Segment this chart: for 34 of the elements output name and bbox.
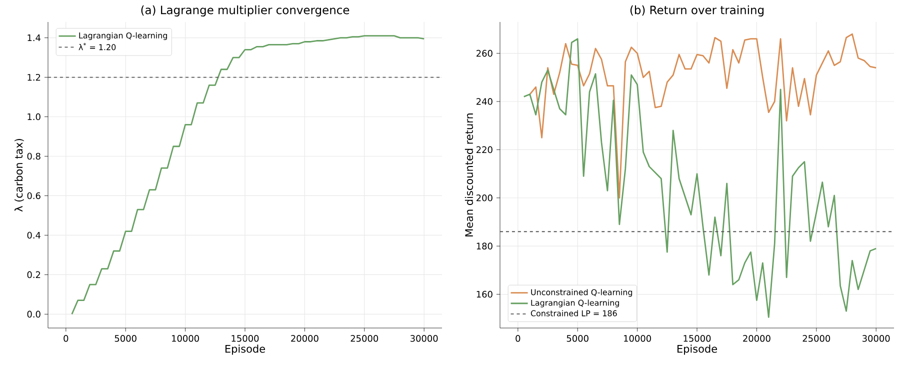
x-tick-label: 0: [516, 335, 520, 342]
x-tick-label: 30000: [410, 335, 438, 342]
y-tick-label: 180: [476, 242, 492, 250]
y-tick-label: 220: [476, 146, 492, 154]
y-tick-label: 200: [476, 194, 492, 202]
x-tick-label: 20000: [743, 335, 770, 342]
y-tick-label: 240: [476, 98, 492, 105]
x-tick-label: 10000: [624, 335, 651, 342]
x-tick-label: 10000: [172, 335, 199, 342]
x-tick-label: 0: [64, 335, 68, 342]
x-tick-label: 25000: [802, 335, 830, 342]
y-axis-title: Mean discounted return: [464, 114, 474, 236]
y-tick-label: 0.2: [27, 271, 40, 278]
y-tick-label: 160: [476, 290, 492, 298]
y-tick-label: 0.0: [27, 310, 40, 318]
x-tick-label: 30000: [862, 335, 890, 342]
y-tick-label: 1.0: [28, 113, 40, 120]
x-tick-label: 5000: [566, 335, 588, 342]
y-tick-label: 260: [476, 50, 492, 57]
x-axis-title: Episode: [225, 344, 265, 355]
chart-title: (b) Return over training: [630, 5, 764, 16]
x-tick-label: 15000: [684, 335, 711, 342]
x-tick-label: 20000: [291, 335, 318, 342]
y-axis-title: λ (carbon tax): [14, 138, 24, 212]
x-tick-label: 5000: [114, 335, 136, 342]
x-tick-label: 15000: [232, 335, 259, 342]
y-tick-label: 0.8: [27, 152, 40, 160]
chart-title: (a) Lagrange multiplier convergence: [141, 5, 350, 16]
x-tick-label: 25000: [350, 335, 378, 342]
x-axis-title: Episode: [677, 344, 717, 355]
y-tick-label: 0.4: [27, 232, 40, 239]
y-tick-label: 1.2: [28, 74, 40, 81]
y-tick-label: 1.4: [28, 34, 40, 42]
y-tick-label: 0.6: [27, 192, 40, 200]
